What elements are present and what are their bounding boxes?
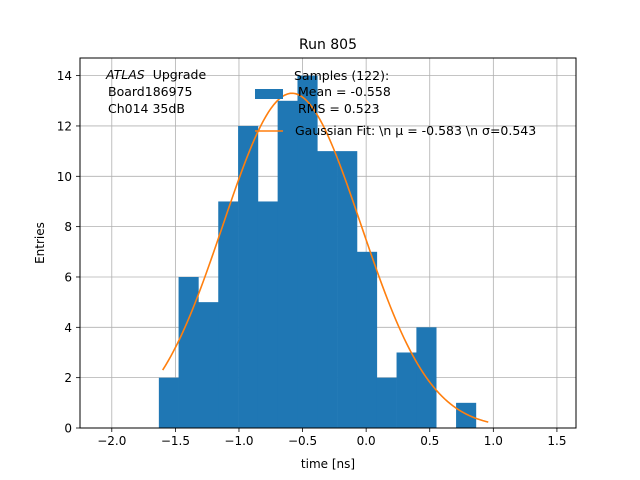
fit-curve-line [161, 92, 489, 423]
y-tick-label-6: 12 [57, 119, 72, 133]
y-axis-label: Entries [33, 222, 47, 264]
legend-hist-swatch [255, 89, 283, 99]
histogram-bar-12 [396, 352, 417, 428]
upgrade-label: Upgrade [153, 67, 207, 82]
y-axis-ticks: 0 2 4 6 8 10 12 14 [57, 69, 80, 436]
y-tick-label-2: 4 [64, 321, 72, 335]
x-tick-label-7: 1.5 [547, 434, 566, 448]
legend-fit-label: Gaussian Fit: \n μ = -0.583 \n σ=0.543 [295, 123, 536, 138]
histogram-bar-7 [297, 75, 318, 428]
legend-samples-title: Samples (122): [294, 68, 389, 83]
x-axis-ticks: −2.0 −1.5 −1.0 −0.5 0.0 0.5 1.0 1.5 [97, 428, 566, 448]
y-tick-label-1: 2 [64, 371, 72, 385]
board-label: Board186975 [108, 84, 192, 99]
y-tick-label-0: 0 [64, 422, 72, 436]
histogram-bar-6 [277, 100, 298, 428]
histogram-bar-10 [356, 251, 378, 428]
y-tick-label-5: 10 [57, 170, 72, 184]
x-tick-label-3: −0.5 [288, 434, 317, 448]
histogram-bar-11 [376, 377, 397, 428]
legend-samples-mean: Mean = -0.558 [298, 84, 391, 99]
plot-frame [79, 57, 577, 429]
chart-title: Run 805 [299, 37, 357, 53]
svg-text:ATLAS Upgrade: ATLAS Upgrade [105, 67, 206, 82]
atlas-label: ATLAS [105, 67, 145, 82]
x-axis-label: time [ns] [301, 457, 355, 471]
atlas-annotation: ATLAS Upgrade Board186975 Ch014 35dB [105, 67, 206, 116]
histogram-bar-9 [337, 151, 358, 428]
x-tick-label-0: −2.0 [97, 434, 126, 448]
x-tick-label-5: 0.5 [420, 434, 439, 448]
histogram-bar-0 [158, 377, 179, 428]
x-tick-label-4: 0.0 [357, 434, 376, 448]
histogram-bar-3 [218, 201, 239, 428]
gaussian-fit-curve [161, 92, 489, 423]
histogram-bar-1 [178, 276, 199, 428]
x-tick-label-6: 1.0 [484, 434, 503, 448]
histogram-bar-15 [456, 402, 477, 428]
histogram-bar-8 [317, 151, 338, 428]
histogram-bar-2 [198, 302, 219, 428]
legend-samples-rms: RMS = 0.523 [298, 101, 380, 116]
x-tick-label-2: −1.0 [224, 434, 253, 448]
y-tick-label-7: 14 [57, 69, 72, 83]
histogram-bar-4 [238, 125, 259, 429]
channel-label: Ch014 35dB [108, 101, 185, 116]
histogram-bar-5 [257, 201, 279, 428]
x-tick-label-1: −1.5 [161, 434, 190, 448]
y-tick-label-4: 8 [64, 220, 72, 234]
y-tick-label-3: 6 [64, 270, 72, 284]
legend: Samples (122): Mean = -0.558 RMS = 0.523… [255, 68, 536, 138]
